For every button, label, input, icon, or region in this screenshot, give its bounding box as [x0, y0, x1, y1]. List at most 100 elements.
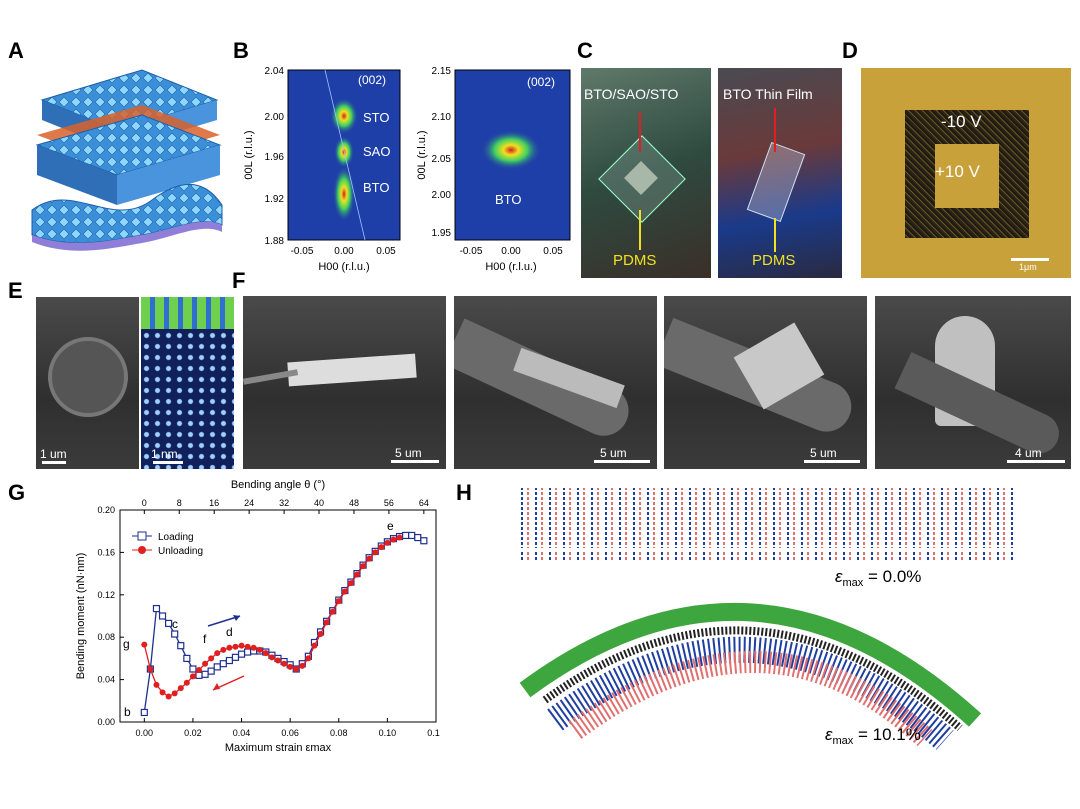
- rsm-left-ytick: 2.00: [265, 112, 285, 123]
- data-point-unloading: [208, 655, 215, 662]
- rsm-right-peak-bto: [481, 130, 541, 170]
- rsm-left-label-sao: SAO: [363, 144, 390, 159]
- point-label-c: c: [172, 617, 178, 631]
- data-point-loading: [165, 619, 173, 628]
- point-label-d: d: [226, 625, 233, 639]
- top-axis-label: Bending angle θ (°): [231, 479, 325, 491]
- top-tick-label: 8: [177, 498, 182, 508]
- top-tick-label: 16: [209, 498, 219, 508]
- data-point-unloading: [196, 667, 202, 674]
- red-arrow: [639, 112, 641, 152]
- rsm-left-tag: (002): [358, 73, 386, 87]
- outer-voltage-label: -10 V: [941, 112, 982, 131]
- panel-label-d: D: [842, 38, 858, 63]
- data-point-unloading: [262, 650, 269, 657]
- panel-f-sem-1: 5 um: [243, 296, 446, 469]
- x-tick-label: 0.08: [330, 728, 348, 738]
- data-point-loading: [158, 612, 167, 620]
- data-point-unloading: [171, 690, 178, 697]
- y-tick-label: 0.12: [97, 590, 115, 600]
- data-point-loading: [152, 604, 161, 613]
- data-point-unloading: [323, 619, 330, 626]
- rsm-right-tag: (002): [527, 75, 555, 89]
- bent-green-layer: [519, 602, 982, 727]
- data-point-unloading: [335, 598, 342, 605]
- legend-marker-unloading: [138, 546, 146, 554]
- rsm-left-ylabel: 00L (r.l.u.): [243, 130, 255, 179]
- bent-red-layer: [568, 650, 933, 747]
- y-tick-label: 0.00: [97, 717, 115, 727]
- panel-h-simulation: εmax = 0.0% εmax = 10.1%: [517, 488, 1015, 750]
- series-line-loading: [143, 534, 425, 713]
- x-tick-label: 0.12: [427, 728, 440, 738]
- data-point-loading: [414, 533, 422, 542]
- legend-loading: Loading: [158, 532, 194, 543]
- rsm-left-xtick: -0.05: [291, 246, 314, 257]
- data-point-loading: [225, 656, 233, 665]
- panel-b-rsm-right: (002) BTO 2.15 2.10 2.05 2.00 1.95 -0.05…: [416, 66, 571, 273]
- top-tick-label: 0: [142, 498, 147, 508]
- data-point-loading: [195, 671, 203, 679]
- panel-f-sem-4: 4 um: [875, 296, 1071, 469]
- data-point-unloading: [165, 693, 172, 700]
- data-point-unloading: [299, 662, 306, 669]
- data-point-unloading: [390, 536, 397, 543]
- data-point-unloading: [360, 563, 367, 570]
- rsm-right-ytick: 2.05: [432, 154, 452, 165]
- membrane-strip: [287, 353, 417, 387]
- scale-label: 5 um: [395, 446, 422, 460]
- rsm-left-xlabel: H00 (r.l.u.): [318, 261, 369, 273]
- data-point-loading: [171, 630, 179, 638]
- panel-f-sem-3: 5 um: [664, 296, 867, 469]
- top-tick-label: 64: [419, 498, 429, 508]
- rsm-peak-bto: [333, 166, 355, 222]
- rsm-left-ytick: 1.92: [265, 194, 285, 205]
- rsm-left-label-bto: BTO: [363, 180, 390, 195]
- data-point-unloading: [141, 641, 148, 648]
- rsm-right-xtick: 0.05: [543, 246, 563, 257]
- scale-label-right: 1 nm: [151, 447, 178, 461]
- panel-c-photo-right: BTO Thin Film PDMS: [718, 68, 842, 278]
- data-point-loading: [244, 648, 252, 656]
- x-axis-label: Maximum strain εmax: [225, 742, 332, 754]
- data-point-unloading: [378, 544, 385, 551]
- panel-e-sem-image: 1 um: [36, 297, 139, 469]
- top-tick-label: 56: [384, 498, 394, 508]
- data-point-loading: [183, 654, 191, 662]
- x-tick-label: 0.10: [379, 728, 397, 738]
- data-point-unloading: [183, 679, 190, 686]
- red-arrow: [774, 108, 776, 152]
- data-point-unloading: [268, 654, 275, 661]
- data-point-loading: [140, 708, 148, 717]
- rsm-right-ytick: 2.10: [432, 112, 452, 123]
- data-point-unloading: [341, 588, 348, 595]
- rsm-right-xlabel: H00 (r.l.u.): [485, 261, 536, 273]
- scale-label: 5 um: [810, 446, 837, 460]
- scale-label: 5 um: [600, 446, 627, 460]
- data-point-unloading: [372, 549, 379, 556]
- data-point-unloading: [311, 642, 318, 649]
- data-point-loading: [420, 537, 428, 545]
- top-tick-label: 48: [349, 498, 359, 508]
- data-point-unloading: [159, 689, 166, 696]
- data-point-unloading: [317, 631, 324, 638]
- rsm-peak-sto: [330, 98, 358, 134]
- data-point-unloading: [153, 681, 160, 688]
- plot-frame: [119, 509, 437, 723]
- data-point-unloading: [293, 666, 300, 672]
- rsm-left-xtick: 0.05: [376, 246, 396, 257]
- photo-right-top-label: BTO Thin Film: [723, 86, 813, 102]
- photo-left-top-label: BTO/SAO/STO: [584, 86, 679, 102]
- panel-b-rsm-left: (002) STO SAO BTO 2.04 2.00 1.96 1.92 1.…: [243, 66, 401, 273]
- scale-bar: [1007, 460, 1065, 463]
- panel-label-e: E: [8, 278, 23, 303]
- data-point-loading: [402, 531, 410, 540]
- data-point-loading: [207, 667, 215, 675]
- panel-label-h: H: [456, 480, 472, 505]
- data-point-unloading: [396, 534, 403, 541]
- panel-a-structure-figure: [31, 69, 223, 251]
- rsm-left-label-sto: STO: [363, 110, 390, 125]
- rsm-right-xtick: 0.00: [501, 246, 521, 257]
- top-tick-label: 32: [279, 498, 289, 508]
- data-point-unloading: [244, 643, 251, 650]
